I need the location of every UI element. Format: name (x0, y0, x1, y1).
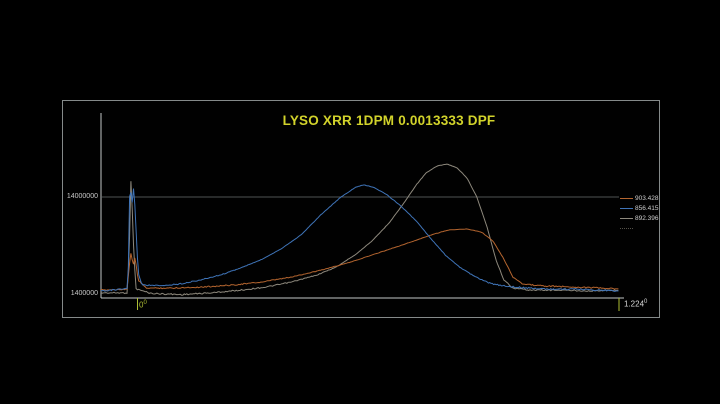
legend-label: 903.428 (635, 194, 659, 202)
legend-label: 892.396 (635, 214, 659, 222)
legend-entry-dashes (620, 223, 659, 233)
curve-903.428 (101, 228, 619, 292)
legend-entry-903.428: 903.428 (620, 193, 659, 203)
curve-856.415 (100, 184, 619, 292)
y-axis-label-gridline: 14000000 (66, 193, 98, 200)
legend-line-swatch (620, 227, 633, 229)
degree-superscript: 0 (644, 299, 648, 305)
legend-label: 856.415 (635, 204, 659, 212)
x-end-value: 1.224 (624, 299, 645, 309)
x-axis-label-end: 1.2240 (624, 298, 647, 309)
chart-title: LYSO XRR 1DPM 0.0013333 DPF (282, 113, 496, 128)
legend-entry-856.415: 856.415 (620, 203, 659, 213)
legend: 903.428 856.415 892.396 (620, 193, 659, 233)
legend-entry-892.396: 892.396 (620, 213, 659, 223)
y-axis-label-bottom: 1400000 (70, 290, 98, 297)
curve-892.396 (100, 163, 619, 296)
degree-superscript: 0 (143, 300, 147, 306)
legend-line-swatch (620, 197, 633, 199)
legend-line-swatch (620, 217, 633, 219)
x-zero-value: 0 (139, 300, 144, 310)
chart-panel: LYSO XRR 1DPM 0.0013333 DPF 14000000 140… (62, 100, 660, 318)
series-curves (100, 163, 619, 296)
chart-plot-area (100, 113, 624, 311)
legend-line-swatch (620, 207, 633, 209)
x-axis-label-zero: 00 (139, 299, 147, 310)
